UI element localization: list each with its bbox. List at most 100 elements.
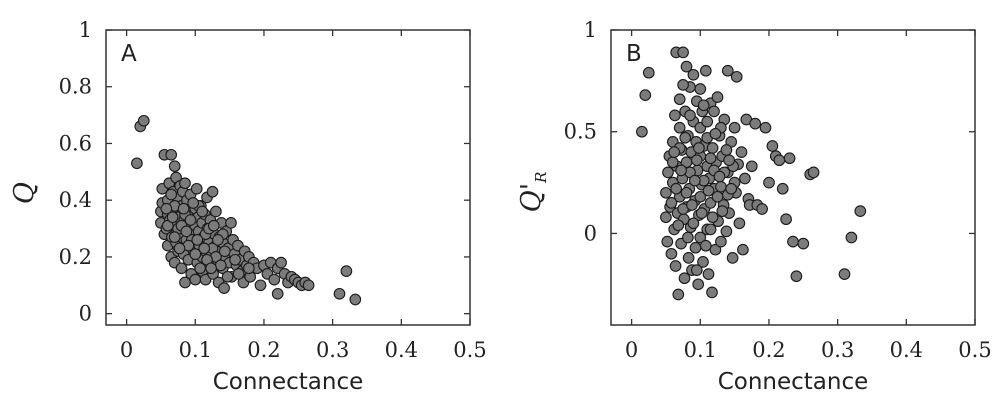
data-point [706,211,719,224]
data-point [661,235,674,248]
x-tick-label: 0 [625,338,638,362]
data-point [678,272,691,285]
x-axis-label: Connectance [718,369,869,395]
data-point [131,157,143,170]
plot-frame-a [105,29,471,326]
panel-label: B [626,41,642,67]
data-point [673,93,686,106]
x-tick-label: 0.2 [752,338,785,362]
x-tick-label: 0.3 [316,338,349,362]
data-point [669,260,682,272]
data-point [642,66,655,79]
data-point [165,148,178,161]
data-point [168,160,181,173]
data-point [723,154,735,167]
x-tick-label: 0.3 [821,338,854,362]
data-point [702,184,715,197]
data-point [721,64,734,77]
data-point [776,182,789,195]
data-point [190,182,203,195]
data-point [713,170,726,183]
data-point [221,270,234,283]
data-point [180,225,193,238]
data-point [715,235,727,248]
data-point [232,268,245,280]
data-point [212,234,224,246]
y-axis-label-main: Q' [516,183,547,213]
data-point [680,60,693,73]
data-point [660,186,672,199]
data-point [690,154,703,167]
data-point [687,68,700,81]
data-point [728,121,741,134]
data-point [639,89,652,101]
data-point [735,146,748,158]
data-point [702,268,715,280]
data-point [677,79,689,91]
data-point [694,190,707,203]
y-axis-label: Q'R [516,172,550,213]
data-point [690,264,703,276]
data-point [745,160,758,173]
data-point [206,185,219,198]
data-point [790,270,803,283]
data-point [686,199,698,211]
data-point [704,152,717,165]
y-tick-label: 0 [79,302,92,326]
data-point [268,273,281,286]
data-point [672,288,685,301]
data-point [845,231,858,244]
data-point [672,219,685,232]
y-tick-label: 0.4 [59,188,92,212]
data-point [711,190,724,203]
data-point [218,245,231,258]
data-point [699,239,712,252]
data-point [838,268,851,280]
panel-b: 0 0.1 0.2 0.3 0.4 0.5 0 0.5 1 B Connectance Q'R [516,18,992,395]
x-tick-label: 0.5 [453,338,486,362]
data-point [783,152,796,165]
data-point [665,197,678,209]
data-point [177,202,190,215]
data-point [173,242,186,255]
data-point [807,166,820,179]
data-point [737,243,749,256]
data-point [137,114,150,127]
x-axis-label: Connectance [213,369,364,395]
data-point [701,115,714,128]
data-point [243,262,255,275]
data-point [787,235,799,248]
data-point [166,211,179,224]
data-point [687,217,700,230]
data-point [706,142,719,154]
data-point [733,217,746,230]
y-tick-label: 0.5 [564,120,597,144]
y-tick-label: 0.2 [59,245,92,269]
data-point [210,205,222,218]
data-point [726,252,739,264]
panel-label: A [121,41,137,67]
data-point [214,259,227,272]
data-point [720,225,733,238]
data-point [205,262,217,275]
data-point [697,256,709,268]
data-point [725,182,738,195]
data-point [694,83,707,95]
data-point [179,177,191,190]
data-point [275,256,287,269]
data-point [766,140,779,152]
y-tick-label: 0.8 [59,75,92,99]
data-point [749,117,762,130]
data-point [670,182,683,195]
data-point [175,262,188,275]
data-point [677,46,689,59]
data-point [763,176,775,189]
x-tick-label: 0.4 [890,338,923,362]
data-point [225,217,237,229]
data-point [165,188,178,201]
y-axis-label-subscript: R [532,172,550,184]
data-point [708,105,720,118]
data-point [689,241,702,254]
data-point [688,174,701,187]
